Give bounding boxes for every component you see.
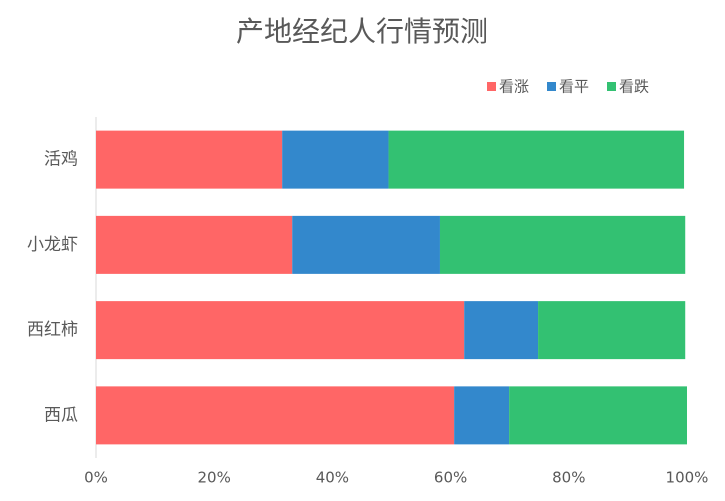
x-tick-label: 0% (84, 469, 108, 487)
y-tick-label: 小龙虾 (27, 235, 78, 255)
legend-swatch (607, 82, 616, 91)
bar-segment (509, 386, 687, 445)
x-tick-label: 80% (552, 469, 585, 487)
bar-segment (538, 301, 686, 360)
x-tick-label: 20% (198, 469, 231, 487)
legend-swatch (487, 82, 496, 91)
bar-segment (96, 386, 455, 445)
bar-segment (439, 215, 686, 274)
bar-segment (96, 301, 465, 360)
x-tick-label: 40% (316, 469, 349, 487)
bar-segment (282, 130, 389, 189)
y-tick-label: 活鸡 (44, 150, 78, 170)
bar-segment (96, 215, 293, 274)
bar-segment (96, 130, 283, 189)
x-tick-label: 100% (666, 469, 709, 487)
y-tick-label: 西瓜 (44, 405, 78, 425)
x-tick-label: 60% (434, 469, 467, 487)
chart-title: 产地经纪人行情预测 (236, 15, 488, 48)
bar-segment (388, 130, 685, 189)
bar-segment (292, 215, 440, 274)
legend-label: 看涨 (499, 78, 529, 96)
legend-label: 看平 (559, 78, 589, 96)
bar-segment (454, 386, 510, 445)
legend-swatch (547, 82, 556, 91)
y-tick-label: 西红柿 (27, 320, 78, 340)
bar-segment (464, 301, 539, 360)
legend-label: 看跌 (619, 78, 649, 96)
